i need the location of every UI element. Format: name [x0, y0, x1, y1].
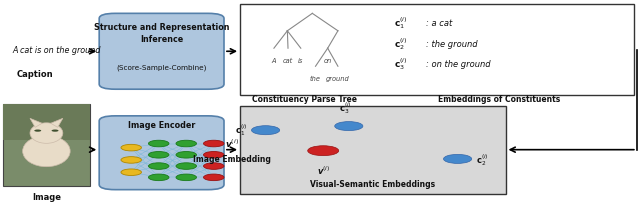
FancyBboxPatch shape	[99, 116, 224, 190]
Circle shape	[148, 152, 169, 158]
Text: (Score-Sample-Combine): (Score-Sample-Combine)	[116, 64, 207, 70]
Circle shape	[35, 130, 41, 132]
FancyBboxPatch shape	[240, 5, 634, 96]
Text: $\mathbf{c}_{1}^{(i)}$: $\mathbf{c}_{1}^{(i)}$	[235, 122, 248, 137]
Circle shape	[121, 157, 141, 163]
Circle shape	[148, 141, 169, 147]
Text: $\mathbf{c}_{2}^{(i)}$: $\mathbf{c}_{2}^{(i)}$	[476, 151, 488, 167]
FancyBboxPatch shape	[240, 106, 506, 194]
Text: on: on	[324, 58, 332, 64]
Circle shape	[148, 163, 169, 170]
Circle shape	[444, 155, 472, 164]
Text: Image Encoder: Image Encoder	[128, 121, 195, 130]
FancyBboxPatch shape	[99, 14, 224, 90]
Circle shape	[176, 163, 196, 170]
Ellipse shape	[22, 136, 70, 167]
Text: $\mathbf{c}_{3}^{(i)}$: $\mathbf{c}_{3}^{(i)}$	[394, 57, 407, 72]
Text: A: A	[271, 58, 276, 64]
Circle shape	[176, 174, 196, 181]
Text: ground: ground	[326, 76, 350, 82]
Circle shape	[308, 146, 339, 156]
Text: $\mathbf{c}_{3}^{(i)}$: $\mathbf{c}_{3}^{(i)}$	[339, 100, 352, 115]
Text: A cat is on the ground: A cat is on the ground	[13, 45, 101, 54]
Circle shape	[176, 152, 196, 158]
FancyBboxPatch shape	[3, 104, 90, 141]
Circle shape	[335, 122, 363, 131]
Circle shape	[52, 130, 58, 132]
Text: Image Embedding: Image Embedding	[193, 155, 271, 164]
Text: cat: cat	[283, 58, 293, 64]
Text: : a cat: : a cat	[426, 19, 452, 28]
Circle shape	[176, 141, 196, 147]
Circle shape	[204, 152, 224, 158]
Text: : the ground: : the ground	[426, 39, 477, 48]
Circle shape	[204, 163, 224, 170]
Ellipse shape	[30, 123, 63, 144]
Text: : on the ground: : on the ground	[426, 60, 490, 69]
Circle shape	[121, 169, 141, 176]
Text: Structure and Representation
Inference: Structure and Representation Inference	[94, 22, 229, 44]
Text: Caption: Caption	[17, 70, 54, 79]
Text: Constituency Parse Tree: Constituency Parse Tree	[252, 94, 357, 103]
Text: $\mathbf{c}_{2}^{(i)}$: $\mathbf{c}_{2}^{(i)}$	[394, 36, 407, 52]
Text: Image: Image	[32, 192, 61, 201]
Circle shape	[148, 174, 169, 181]
FancyBboxPatch shape	[3, 104, 90, 186]
Polygon shape	[51, 119, 63, 128]
Circle shape	[204, 141, 224, 147]
Text: Embeddings of Constituents: Embeddings of Constituents	[438, 94, 561, 103]
Text: the: the	[310, 76, 321, 82]
Polygon shape	[30, 119, 42, 128]
Circle shape	[121, 145, 141, 151]
Text: is: is	[298, 58, 303, 64]
Circle shape	[204, 174, 224, 181]
Text: $\boldsymbol{v}^{(i)}$: $\boldsymbol{v}^{(i)}$	[317, 164, 330, 176]
Text: Visual-Semantic Embeddings: Visual-Semantic Embeddings	[310, 179, 435, 188]
Circle shape	[252, 126, 280, 135]
Text: $\mathbf{c}_{1}^{(i)}$: $\mathbf{c}_{1}^{(i)}$	[394, 16, 407, 31]
Text: $\boldsymbol{v}^{(i)}$: $\boldsymbol{v}^{(i)}$	[225, 137, 239, 149]
